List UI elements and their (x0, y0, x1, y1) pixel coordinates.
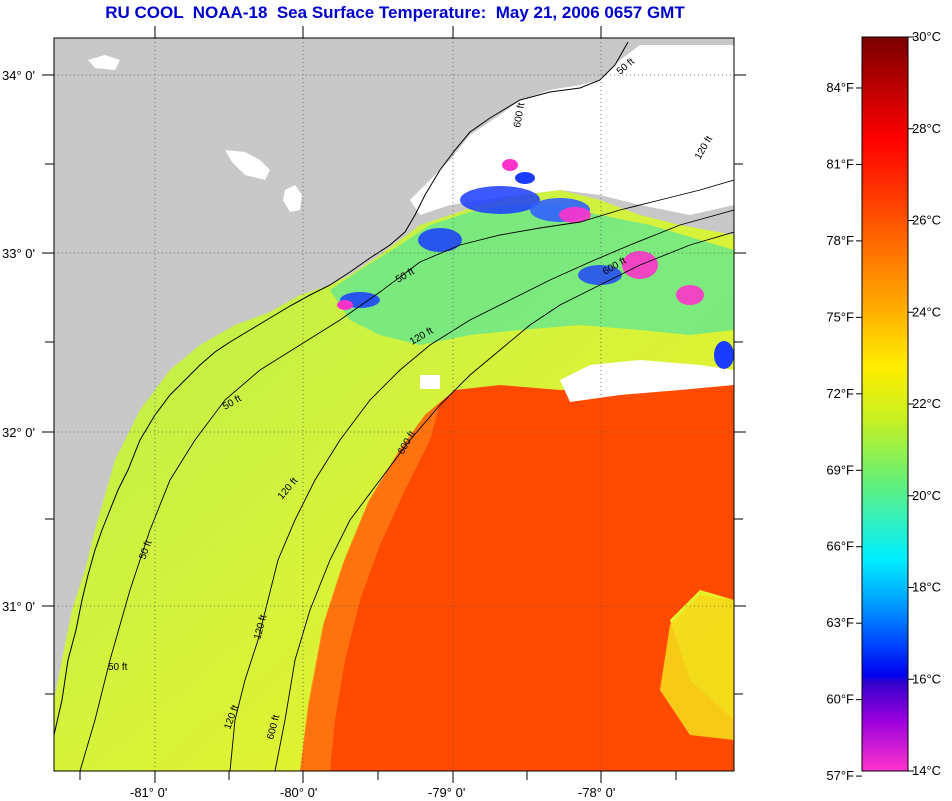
cloud-cover-east (560, 360, 734, 402)
map-title: RU COOL NOAA-18 Sea Surface Temperature:… (105, 3, 685, 22)
lat-label: 32° 0' (2, 425, 35, 440)
celsius-tick-label: 30°C (912, 29, 941, 44)
lon-label: -80° 0' (280, 785, 317, 800)
lon-label: -78° 0' (578, 785, 615, 800)
fahrenheit-tick-label: 75°F (826, 309, 854, 324)
cloud-patch (420, 375, 440, 389)
isobath-contour (229, 209, 734, 771)
fahrenheit-ticks: 84°F 81°F 78°F 75°F 72°F 69°F 66°F 63°F 60°F 57°F (826, 80, 862, 783)
fahrenheit-tick-label: 57°F (826, 768, 854, 783)
fahrenheit-tick-label: 69°F (826, 462, 854, 477)
lat-label: 33° 0' (2, 246, 35, 261)
inland-lake (283, 185, 302, 212)
map-frame (53, 37, 735, 772)
coastline (54, 41, 629, 736)
celsius-tick-label: 26°C (912, 213, 941, 228)
colorbar: 30°C 28°C 26°C 24°C 22°C 20°C 18°C 16°C 14°C 84°… (826, 29, 941, 783)
celsius-ticks: 30°C 28°C 26°C 24°C 22°C 20°C 18°C 16°C 14°C (908, 29, 941, 778)
warm-eddy-yellow (660, 595, 734, 740)
isobath-label: 50 ft (108, 662, 128, 673)
celsius-tick-label: 28°C (912, 121, 941, 136)
celsius-tick-label: 18°C (912, 580, 941, 595)
fahrenheit-tick-label: 84°F (826, 80, 854, 95)
fahrenheit-tick-label: 81°F (826, 156, 854, 171)
colorbar-gradient (861, 36, 909, 772)
lat-label: 31° 0' (2, 599, 35, 614)
map-area: 50 ft 120 ft 600 ft 50 ft 120 ft 600 ft … (54, 38, 734, 771)
celsius-tick-label: 20°C (912, 488, 941, 503)
lon-label: -81° 0' (130, 785, 167, 800)
celsius-tick-label: 14°C (912, 763, 941, 778)
cold-patches (337, 159, 734, 369)
axis-ticks (42, 26, 746, 783)
fahrenheit-tick-label: 78°F (826, 233, 854, 248)
celsius-tick-label: 22°C (912, 396, 941, 411)
celsius-tick-label: 24°C (912, 304, 941, 319)
lon-label: -79° 0' (428, 785, 465, 800)
inland-lake (225, 150, 270, 180)
fahrenheit-tick-label: 72°F (826, 386, 854, 401)
isobath-label: 600 ft (512, 102, 527, 129)
gulf-stream-edge (300, 404, 440, 771)
fahrenheit-tick-label: 66°F (826, 539, 854, 554)
fahrenheit-tick-label: 60°F (826, 692, 854, 707)
lat-label: 34° 0' (2, 68, 35, 83)
lat-labels: 34° 0' 33° 0' 32° 0' 31° 0' (2, 68, 35, 614)
cloud-cover-north (410, 45, 734, 215)
isobath-contour (274, 231, 734, 771)
celsius-tick-label: 16°C (912, 671, 941, 686)
isobath-contour (79, 179, 734, 771)
lon-labels: -81° 0' -80° 0' -79° 0' -78° 0' (130, 785, 615, 800)
inland-lake (88, 55, 120, 70)
fahrenheit-tick-label: 63°F (826, 615, 854, 630)
graticule (54, 38, 734, 771)
